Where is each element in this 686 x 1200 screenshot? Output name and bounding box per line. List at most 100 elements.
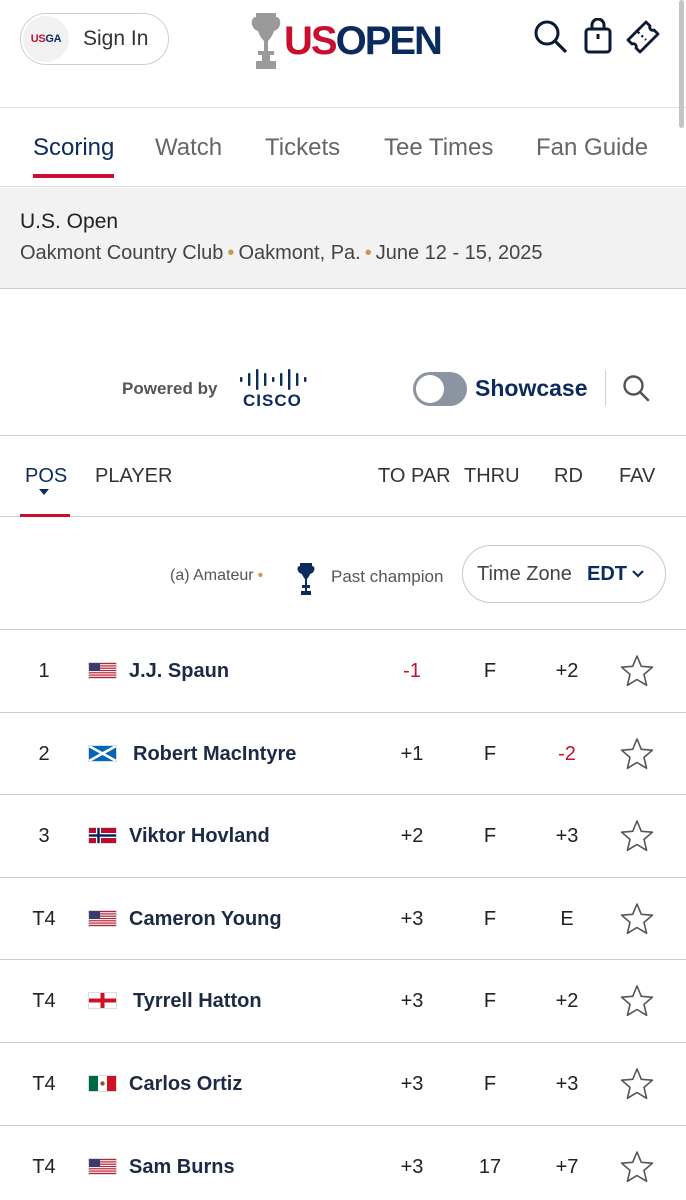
- bag-icon[interactable]: [580, 18, 616, 54]
- event-venue: Oakmont Country Club: [20, 242, 224, 264]
- norway-flag: [88, 827, 117, 845]
- tab-fan-guide[interactable]: Fan Guide: [536, 134, 649, 161]
- us-open-logo[interactable]: USOPEN: [250, 8, 443, 74]
- sign-in-label: Sign In: [83, 27, 149, 50]
- column-thru[interactable]: THRU: [464, 465, 520, 487]
- player-thru: F: [483, 742, 497, 765]
- event-title: U.S. Open: [20, 210, 119, 233]
- column-rd[interactable]: RD: [554, 465, 583, 487]
- event-details: Oakmont Country Club • Oakmont, Pa. • June 1…: [20, 242, 686, 265]
- event-info-banner: U.S. Open Oakmont Country Club • Oakmont, …: [0, 188, 686, 289]
- player-thru: F: [483, 660, 497, 682]
- cisco-logo: [240, 369, 307, 390]
- trophy-icon: [251, 13, 281, 69]
- logo-us-text: US: [284, 19, 338, 63]
- player-to-par: +1: [400, 742, 424, 765]
- player-name[interactable]: Tyrrell Hatton: [133, 990, 262, 1013]
- favorite-star-icon[interactable]: [620, 819, 654, 853]
- leaderboard-row[interactable]: T4 Sam Burns +3 17 +7: [0, 1126, 686, 1200]
- favorite-star-icon[interactable]: [620, 737, 654, 771]
- usa-flag: [88, 909, 117, 927]
- player-round-score: +3: [555, 825, 579, 848]
- player-name[interactable]: J.J. Spaun: [129, 660, 230, 682]
- past-champion-trophy-icon: [297, 563, 315, 595]
- ticket-icon[interactable]: [624, 18, 660, 54]
- tab-watch[interactable]: Watch: [155, 134, 223, 161]
- top-header: US GA Sign In USOPEN: [0, 0, 686, 108]
- column-to-par[interactable]: TO PAR: [378, 465, 451, 487]
- scotland-flag: [88, 744, 117, 762]
- player-thru: F: [483, 1072, 497, 1095]
- main-nav-tabs: Scoring Watch Tickets Tee Times Fan Guid…: [0, 109, 686, 187]
- column-fav[interactable]: FAV: [619, 465, 656, 487]
- favorite-star-icon[interactable]: [620, 902, 654, 936]
- player-to-par: +3: [400, 907, 424, 930]
- active-sort-indicator: [20, 514, 70, 517]
- player-round-score: -2: [558, 742, 576, 765]
- player-name[interactable]: Cameron Young: [129, 907, 282, 930]
- player-round-score: E: [560, 907, 574, 930]
- player-round-score: +2: [555, 990, 579, 1013]
- player-round-score: +3: [555, 1072, 579, 1095]
- player-name[interactable]: Carlos Ortiz: [129, 1072, 243, 1095]
- usa-flag: [88, 662, 117, 679]
- time-zone-select[interactable]: Time Zone EDT: [462, 545, 666, 603]
- tab-tickets[interactable]: Tickets: [265, 134, 341, 161]
- favorite-star-icon[interactable]: [620, 1150, 654, 1184]
- showcase-toggle[interactable]: [413, 372, 467, 406]
- player-thru: F: [483, 825, 497, 848]
- separator-dot: •: [257, 567, 264, 584]
- leaderboard-list: 1 J.J. Spaun -1 F +2 2 Robert MacIntyre +1 F -2 3 V…: [0, 629, 686, 1200]
- leaderboard-column-header: POS PLAYER TO PAR THRU RD FAV: [0, 435, 686, 517]
- scrollbar[interactable]: [679, 0, 684, 128]
- player-to-par: -1: [403, 660, 421, 682]
- search-icon[interactable]: [532, 18, 568, 54]
- column-pos[interactable]: POS: [25, 465, 68, 487]
- event-dates: June 12 - 15, 2025: [375, 242, 543, 264]
- player-position: T4: [32, 1072, 56, 1095]
- usga-logo: US GA: [23, 16, 69, 62]
- player-name[interactable]: Sam Burns: [129, 1155, 235, 1178]
- time-zone-label: Time Zone: [477, 563, 572, 585]
- leaderboard-row[interactable]: T4 Carlos Ortiz +3 F +3: [0, 1043, 686, 1126]
- england-flag: [88, 992, 117, 1010]
- player-round-score: +7: [555, 1155, 579, 1178]
- tab-scoring[interactable]: Scoring: [33, 134, 115, 178]
- leaderboard-row[interactable]: T4 Tyrrell Hatton +3 F +2: [0, 960, 686, 1043]
- sign-in-button[interactable]: US GA Sign In: [20, 13, 169, 65]
- sort-down-icon: [39, 489, 49, 495]
- powered-by-label: Powered by: [122, 379, 218, 398]
- player-thru: 17: [478, 1155, 502, 1178]
- favorite-star-icon[interactable]: [620, 1067, 654, 1101]
- chevron-down-icon: [632, 570, 644, 578]
- showcase-label[interactable]: Showcase: [475, 375, 588, 401]
- leaderboard-row[interactable]: 2 Robert MacIntyre +1 F -2: [0, 713, 686, 796]
- favorite-star-icon[interactable]: [620, 984, 654, 1018]
- player-round-score: +2: [555, 660, 579, 682]
- player-thru: F: [483, 907, 497, 930]
- event-location: Oakmont, Pa.: [238, 242, 361, 264]
- player-to-par: +3: [400, 1155, 424, 1178]
- leaderboard-row[interactable]: 1 J.J. Spaun -1 F +2: [0, 630, 686, 713]
- legend-amateur: (a) Amateur •: [170, 567, 267, 585]
- player-position: T4: [32, 1155, 56, 1178]
- usa-flag: [88, 1157, 117, 1175]
- mexico-flag: [88, 1074, 117, 1092]
- player-name[interactable]: Viktor Hovland: [129, 825, 270, 848]
- amateur-label: (a) Amateur: [170, 567, 254, 584]
- column-player[interactable]: PLAYER: [95, 465, 173, 487]
- leaderboard-row[interactable]: 3 Viktor Hovland +2 F +3: [0, 795, 686, 878]
- divider: [605, 370, 606, 406]
- toggle-knob: [416, 375, 444, 403]
- player-position: T4: [32, 907, 56, 930]
- legend-past-champion: Past champion: [331, 567, 444, 586]
- player-search-icon[interactable]: [621, 373, 651, 403]
- time-zone-value: EDT: [587, 563, 627, 585]
- player-position: T4: [32, 990, 56, 1013]
- tab-tee-times[interactable]: Tee Times: [384, 134, 494, 161]
- player-to-par: +2: [400, 825, 424, 848]
- player-name[interactable]: Robert MacIntyre: [133, 742, 297, 765]
- leaderboard-row[interactable]: T4 Cameron Young +3 F E: [0, 878, 686, 961]
- cisco-wordmark: CISCO: [243, 391, 302, 410]
- favorite-star-icon[interactable]: [620, 654, 654, 688]
